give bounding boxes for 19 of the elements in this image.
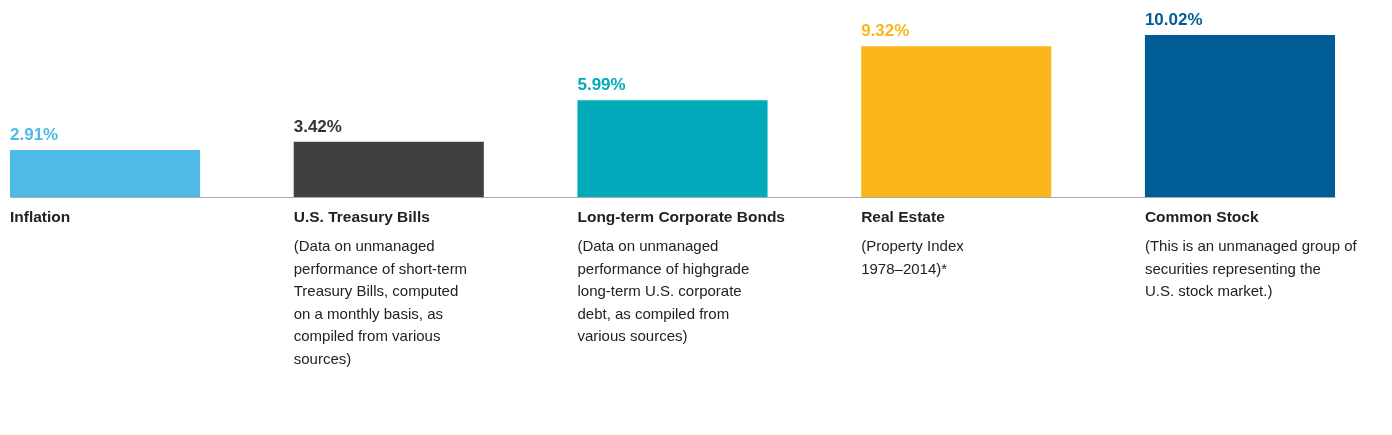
bar bbox=[1144, 35, 1335, 197]
x-tick-label: Common Stock bbox=[1144, 207, 1259, 225]
text: (Data on unmanaged performance of highgrade long-term U.S. corporate debt, as compiled from various sources) bbox=[577, 237, 750, 344]
text: (Property Index 1978–2014)* bbox=[861, 237, 965, 277]
bar bbox=[861, 46, 1052, 197]
text: (Data on unmanaged performance of short-term Treasury Bills, computed on a monthly basis, as compiled from various sources) bbox=[293, 237, 468, 367]
data-label: 3.42% bbox=[293, 116, 342, 136]
data-label: 10.02% bbox=[1144, 10, 1203, 29]
data-label: 5.99% bbox=[577, 75, 626, 95]
bar bbox=[293, 141, 484, 197]
x-tick-label: Inflation bbox=[10, 207, 71, 225]
bar bbox=[577, 100, 768, 197]
bar bbox=[10, 149, 201, 197]
data-label: 2.91% bbox=[10, 124, 59, 144]
text: (This is an unmanaged group of securities representing the U.S. stock market.) bbox=[1144, 237, 1358, 299]
x-tick-label: U.S. Treasury Bills bbox=[293, 207, 430, 225]
x-tick-label: Real Estate bbox=[861, 207, 946, 225]
data-label: 9.32% bbox=[861, 21, 910, 41]
x-tick-label: Long-term Corporate Bonds bbox=[577, 207, 785, 225]
